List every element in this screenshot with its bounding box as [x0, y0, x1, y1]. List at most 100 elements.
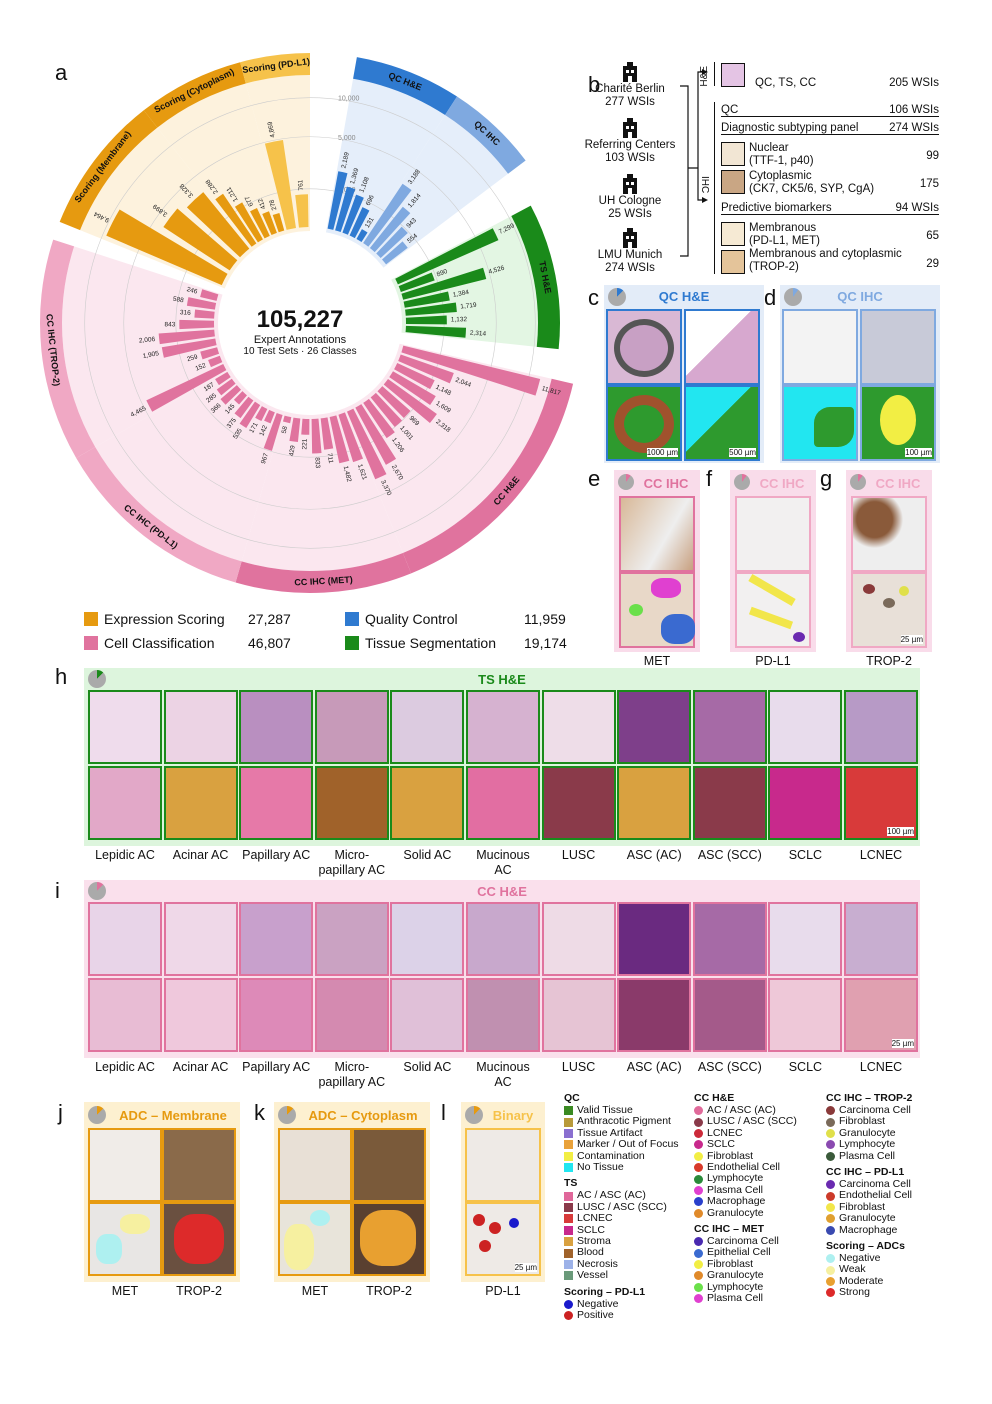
qc-ihc-mask-tile — [782, 385, 858, 461]
legend-item: Granulocyte — [694, 1207, 824, 1219]
radial-bar — [335, 186, 356, 233]
qc-row: QC 106 WSIs — [721, 104, 939, 117]
panel-h-captions: Lepidic AC Acinar AC Papillary AC Micro- pa… — [84, 848, 920, 884]
bar-value-label: 246 — [186, 286, 199, 296]
legend-swatch — [826, 1203, 835, 1213]
legend-heading: Scoring – PD-L1 — [564, 1285, 646, 1298]
tile-caption: Solid AC — [403, 1060, 452, 1074]
total-annotations: 105,227 — [256, 306, 344, 333]
qc-he-tile — [606, 309, 682, 385]
legend-swatch — [694, 1248, 703, 1258]
legend-swatch — [826, 1180, 835, 1190]
panel-k-title: ADC – Cytoplasm — [308, 1108, 418, 1123]
nuclear-slide-icon — [721, 142, 745, 166]
legend-swatch — [564, 1260, 573, 1270]
tile-caption: LCNEC — [859, 1060, 903, 1074]
legend-swatch — [564, 1299, 573, 1309]
pdl1-mask-tile — [735, 572, 811, 648]
he-tile — [466, 902, 540, 976]
tissue-segmentation-swatch — [345, 636, 359, 650]
legend-swatch — [694, 1151, 703, 1161]
legend-swatch — [694, 1140, 703, 1150]
legend-label: Weak — [839, 1263, 866, 1276]
bar-value-label: 1,384 — [452, 289, 470, 299]
panel-label-j: j — [58, 1100, 63, 1125]
center-wsis: 103 WSIs — [605, 152, 655, 164]
quality-control-label: Quality Control — [365, 611, 458, 627]
legend-swatch — [694, 1129, 703, 1139]
panel-label-k: k — [254, 1100, 265, 1125]
radial-bar — [338, 412, 364, 463]
legend-label: SCLC — [707, 1138, 736, 1151]
panel-f-caption: PD-L1 — [755, 654, 791, 668]
panel-label-a: a — [55, 60, 68, 85]
cell-classification-label: Cell Classification — [104, 635, 215, 651]
bar-value-label: 696 — [365, 194, 376, 207]
he-tile — [314, 902, 389, 976]
pie-icon — [88, 1106, 106, 1124]
radial-bar — [255, 406, 268, 422]
panel-label-h: h — [55, 664, 68, 689]
sector-title: CC IHC (MET) — [294, 574, 353, 587]
radial-bar — [146, 364, 227, 412]
radial-bar — [376, 226, 408, 259]
radial-bar — [208, 355, 223, 368]
legend-label: Carcinoma Cell — [707, 1235, 779, 1248]
legend-label: Endothelial Cell — [707, 1161, 780, 1174]
panel-l-title: Binary — [492, 1108, 534, 1123]
sector-bg — [241, 408, 403, 571]
legend-item: SCLC — [564, 1224, 694, 1236]
panel-j-caption-2: TROP-2 — [176, 1284, 222, 1298]
panel-label-e: e — [588, 466, 601, 491]
mc-label: Membranous and cytoplasmic (TROP-2) — [749, 248, 902, 273]
ihc-box: QC 106 WSIs Diagnostic subtyping panel 274… — [714, 102, 939, 274]
panel-label-c: c — [588, 285, 599, 310]
legend-label: AC / ASC (AC) — [577, 1189, 646, 1202]
bar-value-label: 2,189 — [341, 151, 351, 169]
center-cologne: UH Cologne 25 WSIs — [580, 174, 680, 221]
cyto-label: Cytoplasmic (CK7, CK5/6, SYP, CgA) — [749, 170, 875, 195]
center-wsis: 277 WSIs — [605, 96, 655, 108]
bar-value-label: 890 — [436, 268, 449, 279]
he-slide-icon — [721, 63, 745, 87]
radial-bar — [289, 417, 301, 442]
mask-tile — [88, 766, 162, 840]
center-summary: 105,227 Expert Annotations 10 Test Sets … — [230, 306, 370, 357]
pie-icon — [618, 474, 634, 490]
panel-d-title: QC IHC — [837, 289, 883, 304]
mask-tile — [692, 978, 767, 1052]
bar-value-label: 278 — [268, 198, 278, 211]
expression-scoring-label: Expression Scoring — [104, 611, 225, 627]
legend-heading: Scoring – ADCs — [826, 1240, 905, 1253]
legend-item: Positive — [564, 1309, 694, 1321]
panel-k-caption-1: MET — [301, 1284, 329, 1298]
panel-g-title: CC IHC — [875, 476, 921, 491]
scale-bar: 25 µm — [514, 1263, 537, 1272]
tile-caption: Micro- papillary AC — [318, 848, 386, 877]
radial-bar — [369, 206, 411, 253]
tile-caption: Acinar AC — [172, 848, 229, 862]
qc-he-mask-tile: 500 µm — [684, 385, 760, 461]
legend-swatch — [694, 1271, 703, 1281]
he-tile — [768, 690, 843, 764]
legend-item: Stroma — [564, 1235, 694, 1247]
legend-label: Anthracotic Pigment — [577, 1115, 671, 1128]
legend-item: Tissue Artifact — [564, 1127, 694, 1139]
legend-swatch — [694, 1163, 703, 1173]
legend-label: LUSC / ASC (SCC) — [577, 1200, 667, 1213]
sector-bg — [360, 115, 509, 268]
legend-item: Macrophage — [694, 1195, 824, 1207]
panel-label-l: l — [441, 1100, 446, 1125]
radial-bar — [215, 371, 231, 386]
panel-label-g: g — [820, 466, 833, 491]
pie-icon — [465, 1106, 483, 1124]
panel-j-caption-1: MET — [111, 1284, 139, 1298]
cell-classification-swatch — [84, 636, 98, 650]
legend-label: Granulocyte — [707, 1269, 764, 1282]
legend-swatch — [826, 1151, 835, 1161]
bar-value-label: 259 — [186, 353, 199, 363]
panel-g-caption: TROP-2 — [866, 654, 912, 668]
legend-label: AC / ASC (AC) — [707, 1104, 776, 1116]
legend-label: Lymphocyte — [707, 1172, 764, 1185]
radial-bar — [106, 209, 228, 286]
